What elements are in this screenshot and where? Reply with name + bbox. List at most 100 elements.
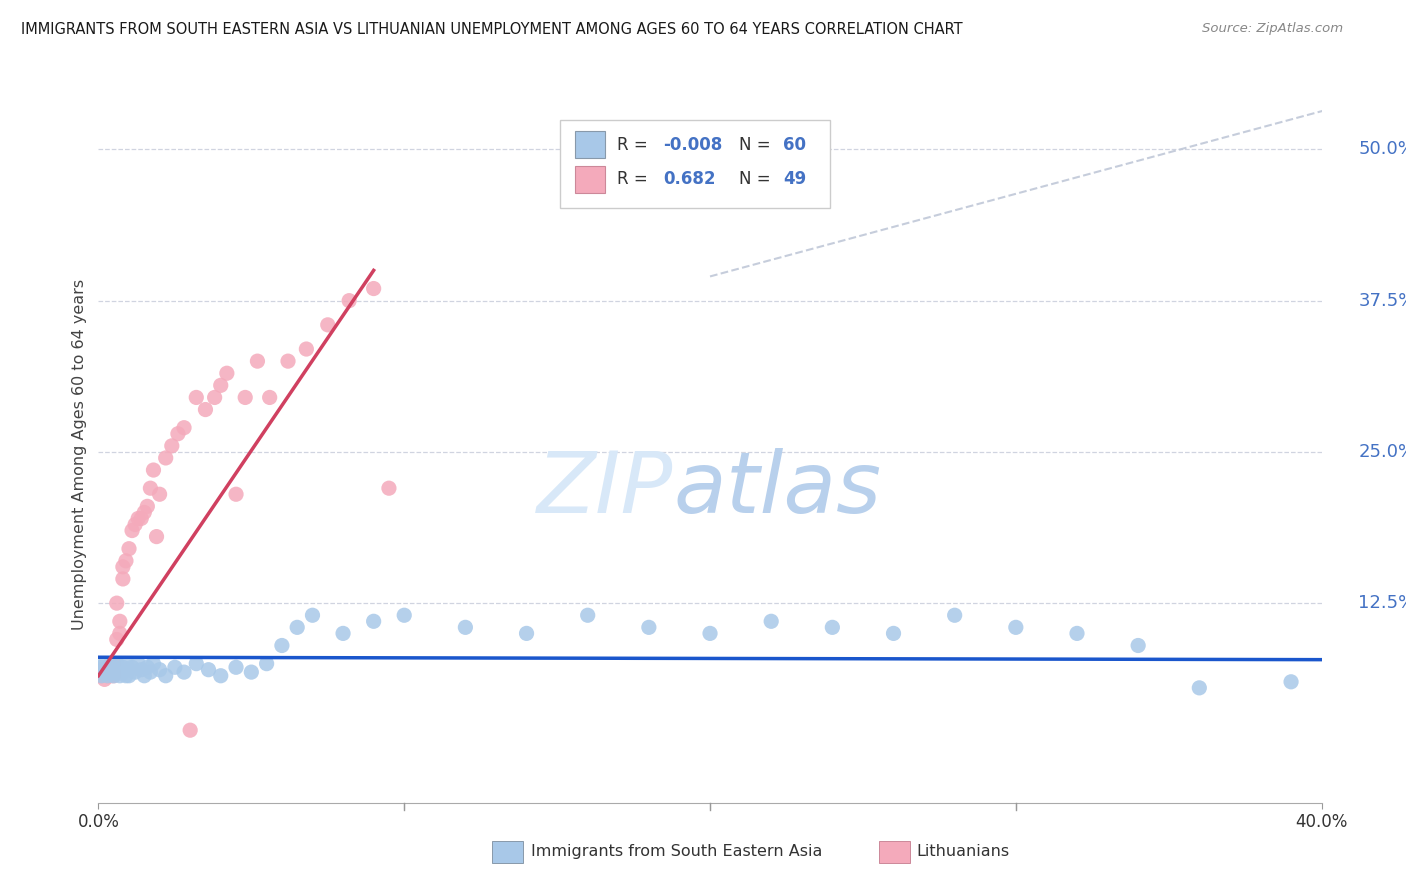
Point	[295, 342, 318, 356]
Point	[111, 572, 134, 586]
Point	[100, 669, 122, 683]
Point	[108, 663, 131, 677]
Point	[1004, 620, 1026, 634]
Point	[167, 426, 190, 441]
Text: 12.5%: 12.5%	[1358, 594, 1406, 612]
Point	[883, 626, 905, 640]
Text: 0.682: 0.682	[664, 170, 716, 188]
Point	[259, 391, 281, 405]
Point	[186, 657, 208, 671]
Point	[285, 620, 308, 634]
Text: 60: 60	[783, 136, 807, 153]
Point	[93, 665, 115, 679]
Point	[454, 620, 477, 634]
Point	[1188, 681, 1211, 695]
Point	[127, 511, 149, 525]
Text: R =: R =	[617, 136, 652, 153]
Point	[108, 615, 131, 629]
Point	[576, 608, 599, 623]
Point	[111, 660, 134, 674]
Point	[100, 657, 122, 671]
Point	[97, 663, 120, 677]
Point	[516, 626, 538, 640]
Point	[142, 657, 165, 671]
Point	[90, 669, 112, 683]
Point	[93, 665, 115, 679]
Point	[337, 293, 360, 308]
FancyBboxPatch shape	[575, 131, 605, 158]
Point	[215, 366, 238, 380]
Point	[134, 669, 156, 683]
Point	[204, 391, 226, 405]
Text: R =: R =	[617, 170, 658, 188]
Point	[90, 660, 112, 674]
Point	[301, 608, 323, 623]
Text: ZIP: ZIP	[537, 448, 673, 532]
Text: N =: N =	[740, 170, 776, 188]
Point	[103, 660, 125, 674]
Point	[173, 420, 195, 434]
Point	[821, 620, 844, 634]
Point	[1066, 626, 1088, 640]
Point	[93, 657, 115, 671]
Text: Source: ZipAtlas.com: Source: ZipAtlas.com	[1202, 22, 1343, 36]
Point	[97, 660, 120, 674]
Point	[103, 665, 125, 679]
Point	[277, 354, 299, 368]
Point	[90, 663, 112, 677]
Point	[139, 665, 162, 679]
Point	[105, 665, 128, 679]
Point	[142, 463, 165, 477]
Text: -0.008: -0.008	[664, 136, 723, 153]
Point	[124, 665, 146, 679]
Point	[943, 608, 966, 623]
Point	[97, 660, 120, 674]
Point	[121, 524, 143, 538]
Point	[194, 402, 217, 417]
Point	[155, 669, 177, 683]
Point	[115, 669, 138, 683]
Point	[378, 481, 401, 495]
Point	[173, 665, 195, 679]
Point	[136, 500, 159, 514]
Point	[197, 663, 219, 677]
Point	[100, 665, 122, 679]
Point	[149, 487, 172, 501]
Point	[225, 660, 247, 674]
Point	[105, 632, 128, 647]
Point	[139, 481, 162, 495]
Text: atlas: atlas	[673, 448, 882, 532]
Point	[149, 663, 172, 677]
Point	[316, 318, 339, 332]
Point	[637, 620, 661, 634]
Point	[209, 378, 232, 392]
Point	[270, 639, 292, 653]
Point	[115, 554, 138, 568]
Point	[111, 665, 134, 679]
Text: 37.5%: 37.5%	[1358, 292, 1406, 310]
Point	[246, 354, 269, 368]
Point	[179, 723, 201, 738]
Point	[129, 663, 152, 677]
Point	[103, 657, 125, 671]
Point	[225, 487, 247, 501]
FancyBboxPatch shape	[575, 166, 605, 193]
Point	[127, 657, 149, 671]
Point	[134, 505, 156, 519]
Point	[699, 626, 721, 640]
Point	[392, 608, 416, 623]
Text: Immigrants from South Eastern Asia: Immigrants from South Eastern Asia	[531, 845, 823, 859]
Point	[93, 673, 115, 687]
Point	[759, 615, 782, 629]
Point	[129, 511, 152, 525]
FancyBboxPatch shape	[560, 120, 830, 208]
Point	[155, 450, 177, 465]
Point	[108, 626, 131, 640]
Point	[256, 657, 278, 671]
Point	[121, 660, 143, 674]
Point	[363, 281, 385, 295]
Point	[186, 391, 208, 405]
Point	[1279, 674, 1302, 689]
Text: Lithuanians: Lithuanians	[917, 845, 1010, 859]
Point	[233, 391, 256, 405]
